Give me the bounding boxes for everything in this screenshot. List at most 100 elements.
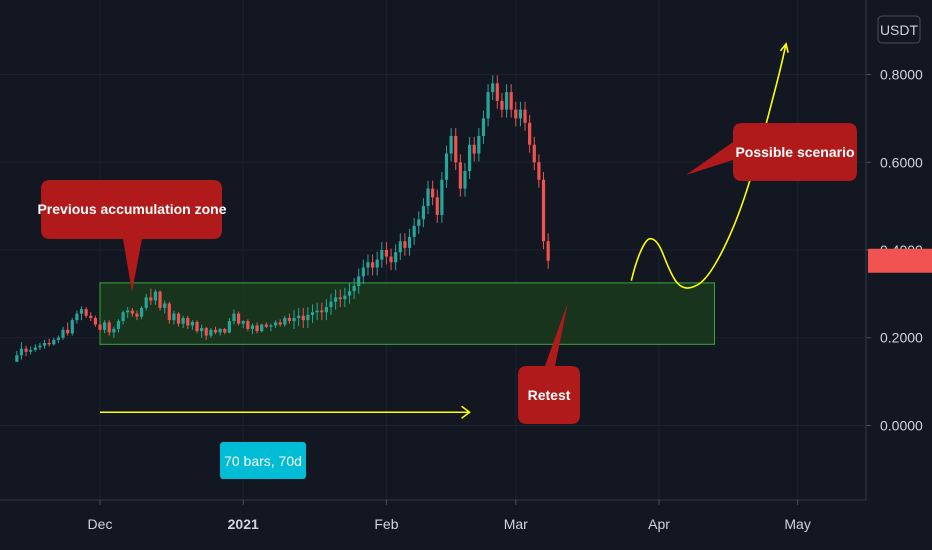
candle-body-9 [56, 337, 61, 340]
scenario-callout-text: Possible scenario [735, 144, 854, 160]
candle-body-93 [444, 153, 449, 180]
candle-body-98 [468, 144, 472, 172]
candle-body-36 [181, 317, 185, 324]
accumulation-zone-box [99, 282, 715, 345]
candle-body-90 [431, 188, 435, 198]
candle-body-70 [338, 297, 342, 300]
candle-body-83 [398, 241, 402, 253]
candle-body-54 [264, 324, 268, 327]
candle-body-13 [75, 313, 79, 321]
candles [15, 75, 550, 362]
candle-body-69 [334, 297, 338, 302]
candle-body-14 [79, 309, 84, 314]
candle-body-89 [426, 188, 430, 207]
candle-body-109 [518, 109, 523, 119]
candle-body-1 [19, 348, 24, 356]
candle-body-7 [47, 342, 51, 345]
candle-body-3 [29, 350, 33, 352]
bars-count-box [220, 442, 306, 479]
candle-body-67 [324, 307, 328, 313]
candle-body-8 [52, 339, 56, 345]
candle-body-17 [93, 317, 97, 325]
candle-body-40 [200, 328, 204, 332]
time-tick-label-1: 2021 [228, 516, 259, 532]
candle-body-115 [546, 241, 550, 261]
candle-body-101 [481, 118, 486, 136]
candle-body-56 [273, 322, 278, 326]
candle-body-33 [167, 303, 171, 321]
candle-body-79 [380, 250, 384, 260]
candle-body-38 [190, 321, 194, 326]
candle-body-29 [149, 297, 153, 301]
candle-body-80 [384, 250, 389, 257]
accumulation-callout-bubble [41, 180, 222, 292]
candle-body-111 [528, 122, 532, 145]
candle-body-60 [292, 317, 296, 322]
candle-body-28 [144, 297, 148, 308]
candle-body-32 [163, 303, 167, 308]
retest-callout-text: Retest [528, 387, 571, 403]
candle-body-108 [514, 109, 518, 119]
candle-body-94 [449, 135, 453, 154]
candle-body-95 [454, 135, 458, 163]
currency-badge[interactable]: USDT [877, 15, 921, 44]
candle-body-91 [435, 197, 439, 215]
candle-body-78 [375, 259, 379, 268]
candle-body-51 [250, 325, 255, 329]
candle-body-37 [186, 317, 190, 326]
candle-body-81 [389, 256, 393, 263]
candle-body-48 [237, 313, 241, 324]
candle-body-15 [84, 309, 88, 316]
candle-body-61 [297, 315, 301, 318]
price-tick-label-1: 0.6000 [880, 154, 923, 170]
candle-body-103 [491, 83, 495, 93]
candle-body-71 [343, 295, 347, 300]
candle-body-88 [421, 206, 425, 220]
candle-body-4 [33, 347, 37, 350]
candle-body-12 [70, 320, 74, 334]
candle-body-76 [366, 262, 370, 268]
time-tick-label-3: Mar [504, 516, 528, 532]
accumulation-zone-callout: Previous accumulation zone [37, 180, 227, 292]
candle-body-47 [232, 313, 236, 322]
candle-body-110 [523, 109, 527, 123]
time-tick-label-2: Feb [374, 516, 398, 532]
price-tick-label-3: 0.2000 [880, 330, 923, 346]
retest-callout: Retest [518, 302, 580, 424]
candle-body-30 [153, 291, 158, 301]
candle-body-64 [310, 312, 315, 315]
candle-body-107 [509, 92, 513, 110]
candle-body-18 [98, 324, 102, 330]
candle-body-10 [61, 329, 65, 338]
candle-body-84 [403, 241, 407, 248]
candle-body-105 [500, 100, 504, 110]
span-arrow-head [461, 405, 471, 419]
candle-body-106 [504, 92, 509, 110]
candle-body-31 [158, 291, 162, 308]
candle-body-87 [417, 219, 421, 226]
candle-body-44 [218, 328, 222, 333]
candle-body-66 [320, 310, 324, 313]
candle-body-0 [15, 355, 19, 362]
candle-body-68 [329, 301, 333, 308]
candle-body-114 [541, 179, 546, 242]
candle-body-21 [112, 328, 116, 333]
retest-callout-bubble [518, 302, 580, 424]
candle-body-2 [24, 348, 28, 352]
candle-body-65 [315, 310, 319, 313]
candle-body-104 [495, 83, 499, 101]
time-axis[interactable]: Dec 2021 Feb Mar Apr May [88, 500, 811, 532]
candle-body-92 [440, 179, 444, 215]
candle-body-22 [116, 321, 121, 329]
candle-body-34 [172, 313, 176, 321]
price-tick-label-0: 0.8000 [880, 67, 923, 83]
candle-body-74 [357, 276, 361, 286]
candle-body-73 [352, 285, 356, 292]
candle-body-77 [370, 262, 375, 268]
candle-body-5 [38, 345, 42, 348]
candle-body-100 [477, 135, 481, 154]
candle-body-72 [347, 291, 352, 296]
candle-body-99 [472, 144, 476, 154]
